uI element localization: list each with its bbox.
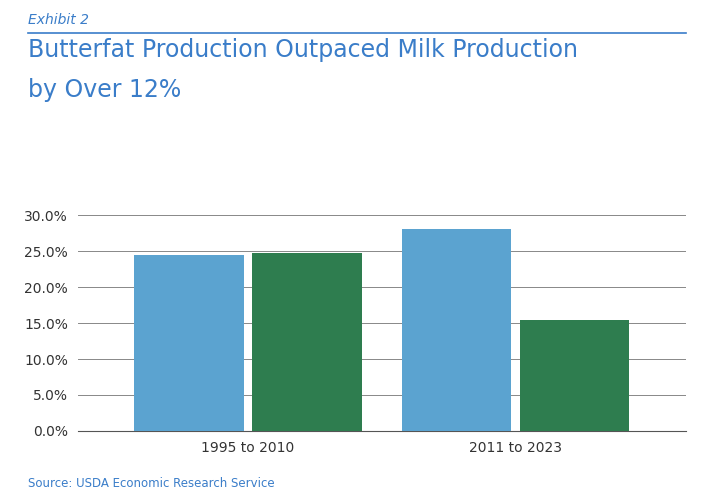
Bar [402,229,511,431]
Bar [520,320,629,431]
Text: Exhibit 2: Exhibit 2 [28,13,89,27]
Bar [134,255,244,431]
Text: by Over 12%: by Over 12% [28,78,182,102]
Bar [252,253,362,431]
Text: Source: USDA Economic Research Service: Source: USDA Economic Research Service [28,477,275,490]
Text: Butterfat Production Outpaced Milk Production: Butterfat Production Outpaced Milk Produ… [28,38,578,62]
